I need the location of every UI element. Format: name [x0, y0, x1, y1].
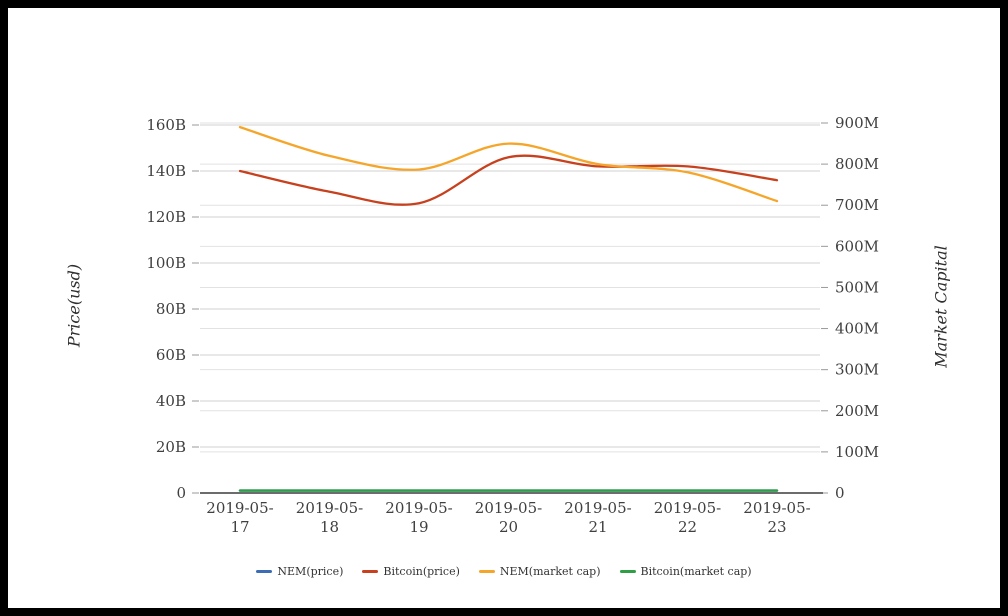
left-axis-tick-label: 140B — [146, 162, 186, 180]
x-axis-tick-label: 2019-05-18 — [296, 499, 363, 536]
left-axis-tick-label: 120B — [146, 208, 186, 226]
legend-item-nem-price[interactable]: NEM(price) — [256, 565, 343, 578]
plot-background — [8, 8, 1000, 608]
right-axis-tick-label: 600M — [835, 237, 879, 255]
right-axis-tick-label: 400M — [835, 320, 879, 338]
legend-label: Bitcoin(market cap) — [640, 565, 752, 578]
legend-line-swatch — [256, 570, 273, 573]
legend-label: NEM(price) — [277, 565, 344, 578]
chart-legend: NEM(price) Bitcoin(price) NEM(market cap) B… — [0, 565, 1008, 578]
right-axis-tick-label: 300M — [835, 361, 879, 379]
x-axis-tick-label: 2019-05-22 — [654, 499, 721, 536]
x-axis-tick-label: 2019-05-23 — [743, 499, 810, 536]
right-axis-tick-label: 900M — [835, 114, 879, 132]
x-axis-tick-label: 2019-05-21 — [564, 499, 631, 536]
x-axis-tick-label: 2019-05-17 — [206, 499, 273, 536]
x-axis-tick-label: 2019-05-20 — [475, 499, 542, 536]
legend-item-bitcoin-price[interactable]: Bitcoin(price) — [362, 565, 460, 578]
left-axis-tick-label: 80B — [156, 300, 186, 318]
left-axis-tick-label: 60B — [156, 346, 186, 364]
legend-line-swatch — [478, 570, 495, 573]
left-axis-tick-label: 160B — [146, 116, 186, 134]
right-axis-tick-label: 200M — [835, 402, 879, 420]
right-axis-tick-label: 800M — [835, 155, 879, 173]
legend-line-swatch — [619, 570, 636, 573]
legend-item-nem-market-cap[interactable]: NEM(market cap) — [478, 565, 601, 578]
series-line-nem-market-cap — [238, 125, 779, 203]
right-axis-tick-label: 0 — [835, 484, 845, 502]
left-axis-tick-label: 100B — [146, 254, 186, 272]
series-line-bitcoin-price — [238, 154, 779, 206]
legend-item-bitcoin-market-cap[interactable]: Bitcoin(market cap) — [619, 565, 752, 578]
left-axis-tick-label: 0 — [176, 484, 186, 502]
left-axis-tick-label: 40B — [156, 392, 186, 410]
right-axis-tick-label: 100M — [835, 443, 879, 461]
right-axis-tick-label: 500M — [835, 278, 879, 296]
right-axis-tick-label: 700M — [835, 196, 879, 214]
left-axis-tick-label: 20B — [156, 438, 186, 456]
legend-label: Bitcoin(price) — [383, 565, 460, 578]
x-axis-tick-label: 2019-05-19 — [385, 499, 452, 536]
legend-line-swatch — [362, 570, 379, 573]
legend-label: NEM(market cap) — [499, 565, 601, 578]
